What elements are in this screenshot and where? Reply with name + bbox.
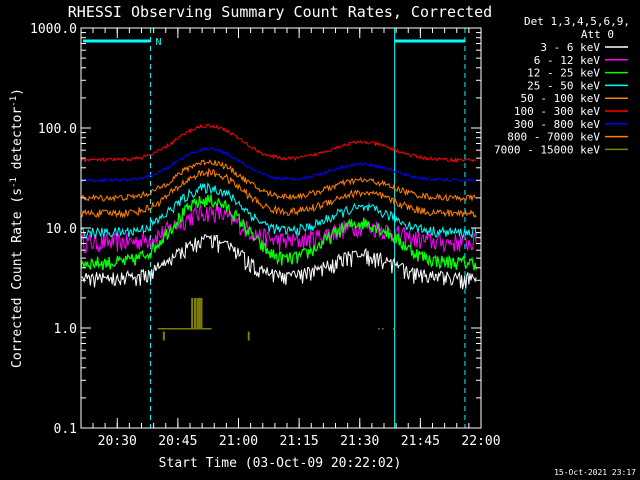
- series-point: [207, 328, 209, 330]
- series-point: [184, 328, 187, 330]
- y-tick-label: 0.1: [54, 422, 77, 437]
- y-axis-label-sup1: -1: [9, 177, 19, 188]
- series-line-12-25keV: [80, 194, 477, 271]
- legend-label: 100 - 300 keV: [514, 105, 600, 118]
- series-point: [208, 328, 211, 330]
- series-point: [200, 328, 202, 330]
- legend-label: 6 - 12 keV: [534, 54, 601, 67]
- series-point: [378, 328, 380, 330]
- series-point: [204, 328, 206, 330]
- x-tick-label: 21:00: [219, 434, 258, 449]
- y-axis-label-mid: detector: [10, 107, 25, 178]
- series-point: [190, 328, 192, 330]
- x-axis-ticks: 20:30 20:45 21:00 21:15 21:30 21:45 22:00: [92, 28, 501, 449]
- y-tick-label: 100.0: [38, 122, 77, 137]
- series-point: [160, 328, 163, 330]
- series-line-3-6keV: [80, 234, 477, 290]
- series-line-300-800keV: [80, 146, 477, 183]
- x-tick-label: 21:15: [280, 434, 319, 449]
- series-point: [197, 328, 199, 330]
- series-point: [193, 328, 195, 330]
- series-point: [170, 328, 173, 330]
- series-point: [159, 328, 161, 330]
- x-tick-label: 21:45: [401, 434, 440, 449]
- series-point: [198, 328, 201, 330]
- night-bar-label: N: [156, 37, 162, 48]
- legend-header-line2: Att 0: [581, 28, 614, 41]
- series-point: [167, 328, 170, 330]
- y-axis-label-end: ): [10, 88, 25, 96]
- x-tick-label: 20:30: [98, 434, 137, 449]
- legend-label: 50 - 100 keV: [521, 92, 601, 105]
- chart-title: RHESSI Observing Summary Count Rates, Co…: [68, 3, 492, 21]
- legend-label: 300 - 800 keV: [514, 118, 600, 131]
- legend-label: 3 - 6 keV: [540, 41, 600, 54]
- series-7000-15000-kev: [157, 297, 395, 341]
- series-line-800-7000keV: [80, 159, 477, 203]
- series-point: [173, 328, 175, 330]
- series-point: [163, 328, 165, 330]
- legend-header-line1: Det 1,3,4,5,6,9,: [524, 15, 630, 28]
- series-point: [171, 328, 174, 330]
- y-axis-label: Corrected Count Rate (s-1 detector-1): [9, 88, 25, 368]
- series-point: [205, 328, 208, 330]
- series-point: [183, 328, 185, 330]
- x-tick-label: 21:30: [340, 434, 379, 449]
- series-point: [176, 328, 178, 330]
- series-point: [187, 328, 189, 330]
- legend-label: 7000 - 15000 keV: [494, 143, 600, 156]
- legend-label: 12 - 25 keV: [527, 67, 600, 80]
- series-point: [393, 328, 395, 330]
- series-point: [188, 328, 191, 330]
- y-tick-label: 1.0: [54, 322, 77, 337]
- series-point: [191, 328, 194, 330]
- series-point: [382, 328, 384, 330]
- series-point: [174, 328, 177, 330]
- x-axis-label: Start Time (03-Oct-09 20:22:02): [159, 456, 402, 471]
- series-point: [179, 328, 181, 330]
- y-axis-label-sup2: -1: [9, 96, 19, 107]
- y-tick-label: 1000.0: [30, 22, 77, 37]
- series-point: [177, 328, 180, 330]
- legend-label: 800 - 7000 keV: [507, 131, 600, 144]
- y-axis-label-main: Corrected Count Rate (s: [10, 188, 25, 368]
- series-point: [166, 328, 168, 330]
- series-line-25-50keV: [80, 181, 477, 240]
- series-point: [157, 328, 160, 330]
- series-point: [194, 328, 197, 330]
- series-line-6-12keV: [80, 204, 477, 254]
- series-point: [181, 328, 184, 330]
- series-point: [162, 328, 164, 330]
- plot-data-group: N: [80, 28, 477, 428]
- series-point: [186, 328, 188, 330]
- series-point: [169, 328, 171, 330]
- series-point: [210, 328, 212, 330]
- series-point: [201, 328, 204, 330]
- legend-label: 25 - 50 keV: [527, 79, 600, 92]
- footer-date: 15-Oct-2021 23:17: [554, 468, 636, 477]
- series-point: [164, 328, 167, 330]
- x-tick-label: 22:00: [461, 434, 500, 449]
- series-line-100-300keV: [80, 123, 477, 164]
- series-line-50-100keV: [80, 167, 477, 219]
- y-tick-label: 10.0: [46, 222, 77, 237]
- series-point: [203, 328, 205, 330]
- x-tick-label: 20:45: [158, 434, 197, 449]
- series-point: [195, 328, 198, 330]
- series-point: [180, 328, 182, 330]
- y-axis-ticks: 1000.0 100.0 10.0 1.0 0.1: [30, 22, 481, 437]
